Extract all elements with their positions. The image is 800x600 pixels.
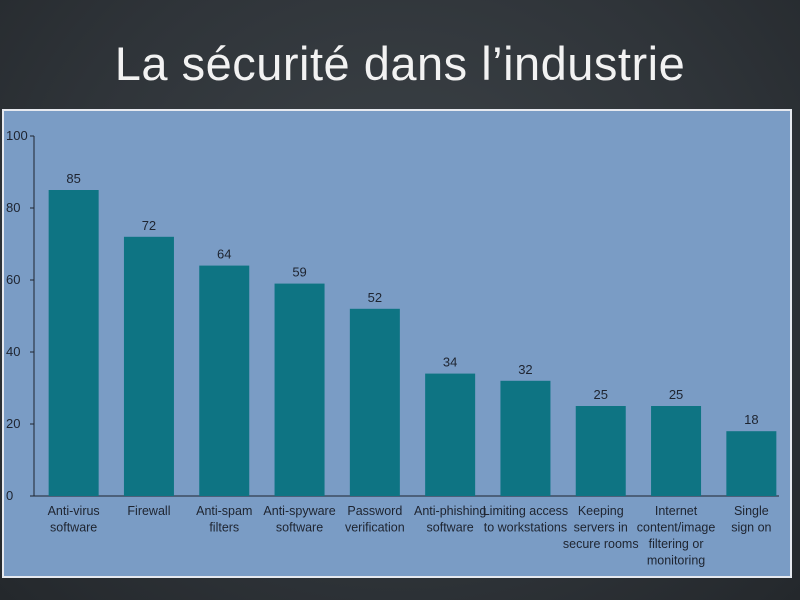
category-label-line: monitoring [647,554,705,568]
category-label-line: Internet [655,504,698,518]
data-label: 64 [217,247,231,262]
category-label: Anti-virus software [48,504,100,535]
category-label-line: Anti-spam [196,504,252,518]
data-label: 18 [744,412,758,427]
category-label: Anti-spam filters [196,504,252,535]
y-tick-label: 80 [6,200,20,215]
category-label: Keeping servers in secure rooms [563,504,639,551]
slide-title: La sécurité dans l’industrie [114,37,686,90]
category-label: Internet content/image filtering or monitor… [637,504,716,568]
category-label-line: Keeping [578,504,624,518]
category-label-line: to workstations [484,521,567,535]
category-label-line: verification [345,521,405,535]
bar [349,308,400,496]
y-tick-label: 60 [6,272,20,287]
category-label: Limiting access to workstations [483,504,568,535]
category-label: Anti-phishing software [414,504,486,535]
data-label: 34 [443,355,457,370]
category-label-line: software [276,521,323,535]
data-label: 25 [594,387,608,402]
category-label-line: Anti-spyware [263,504,335,518]
y-tick-label: 0 [6,488,13,503]
category-label-line: Firewall [127,504,170,518]
bar [274,283,325,496]
bar [425,373,476,496]
category-label: Password verification [345,504,405,535]
category-label-line: Anti-virus [48,504,100,518]
bar [199,265,250,496]
data-label: 52 [368,290,382,305]
category-label-line: Anti-phishing [414,504,486,518]
data-label: 72 [142,218,156,233]
y-tick-label: 40 [6,344,20,359]
category-label-line: servers in [574,521,628,535]
category-label-line: sign on [731,521,771,535]
category-label-line: Password [347,504,402,518]
category-label-line: Limiting access [483,504,568,518]
bar [48,190,99,496]
category-label: Firewall [127,504,170,518]
data-label: 32 [518,362,532,377]
y-tick-label: 20 [6,416,20,431]
category-label: Single sign on [731,504,771,535]
category-label-line: secure rooms [563,537,639,551]
category-label-line: filtering or [649,537,704,551]
bar [500,380,551,496]
category-label: Anti-spyware software [263,504,335,535]
bar-chart: 0 20 40 60 80 100 85 Anti-virus software 72 Firewa… [6,128,779,568]
bar [651,406,702,496]
category-label-line: content/image [637,521,716,535]
category-label-line: software [50,521,97,535]
bar [726,431,777,496]
category-label-line: filters [209,521,239,535]
data-label: 59 [292,265,306,280]
category-label-line: Single [734,504,769,518]
bar [123,236,174,497]
data-label: 25 [669,387,683,402]
y-tick-label: 100 [6,128,28,143]
bar [575,406,626,496]
data-label: 85 [66,171,80,186]
category-label-line: software [427,521,474,535]
chart-frame: 0 20 40 60 80 100 85 Anti-virus software 72 Firewa… [2,109,792,578]
